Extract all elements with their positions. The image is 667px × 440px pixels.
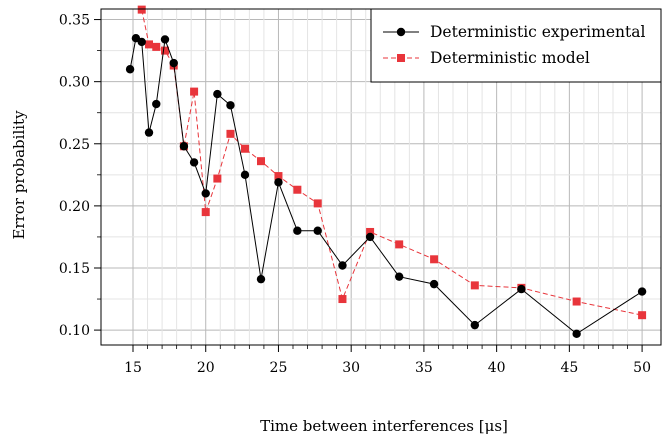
data-point-circle — [470, 320, 480, 330]
data-point-square — [226, 129, 235, 138]
data-point-circle — [274, 178, 283, 187]
data-point-circle — [213, 89, 222, 99]
y-axis-label: Error probability — [10, 110, 28, 240]
data-point-square — [638, 311, 647, 320]
legend-label: Deterministic experimental — [430, 23, 645, 41]
x-tick-label: 40 — [488, 360, 506, 376]
data-point-square — [241, 144, 249, 153]
data-point-square — [293, 185, 302, 194]
data-point-square — [395, 240, 404, 249]
data-point-circle — [137, 37, 146, 47]
data-point-square — [313, 199, 322, 208]
data-point-square — [190, 87, 199, 96]
data-point-circle — [179, 142, 189, 151]
data-point-circle — [293, 226, 302, 235]
data-point-circle — [169, 58, 178, 68]
legend-label: Deterministic model — [430, 49, 590, 67]
x-tick-label: 45 — [560, 360, 578, 376]
x-tick-label: 50 — [633, 360, 651, 376]
series-line — [129, 37, 643, 335]
y-tick-label: 0.25 — [59, 137, 90, 153]
data-point-circle — [338, 261, 347, 270]
y-tick-label: 0.35 — [59, 13, 90, 29]
data-point-circle — [256, 274, 266, 284]
data-point-square — [274, 172, 283, 181]
data-point-square — [137, 5, 146, 14]
y-tick-label: 0.15 — [59, 261, 90, 277]
legend-box — [370, 8, 662, 83]
legend-marker-circle — [396, 27, 406, 37]
data-point-circle — [201, 189, 210, 198]
data-point-square — [366, 227, 375, 236]
data-point-circle — [313, 226, 322, 235]
x-tick-label: 20 — [197, 360, 215, 376]
data-point-circle — [125, 65, 135, 74]
data-point-square — [430, 255, 439, 264]
data-point-square — [338, 295, 347, 304]
data-point-square — [145, 40, 153, 49]
x-tick-label: 15 — [124, 360, 142, 376]
x-tick-label: 35 — [415, 360, 433, 376]
data-point-square — [201, 208, 210, 217]
data-point-square — [470, 281, 479, 290]
data-point-square — [257, 157, 265, 166]
data-point-circle — [517, 284, 526, 294]
data-point-circle — [637, 287, 647, 296]
legend: Deterministic experimental Deterministic … — [370, 8, 662, 83]
data-point-square — [572, 297, 581, 306]
data-point-circle — [160, 35, 170, 44]
data-point-circle — [240, 170, 250, 180]
data-point-square — [152, 42, 161, 51]
y-tick-labels: 0.10 0.15 0.20 0.25 0.30 0.35 — [59, 13, 90, 340]
y-tick-label: 0.10 — [59, 323, 90, 339]
data-point-circle — [189, 158, 199, 167]
x-axis-label: Time between interferences [μs] — [260, 417, 508, 435]
data-point-square — [213, 174, 222, 183]
data-point-circle — [144, 128, 154, 137]
series-layer — [125, 5, 647, 339]
data-point-square — [161, 46, 169, 55]
x-tick-label: 30 — [342, 360, 360, 376]
data-point-circle — [365, 232, 375, 242]
y-tick-label: 0.20 — [59, 199, 90, 215]
y-tick-label: 0.30 — [59, 75, 90, 91]
legend-marker-square — [397, 54, 405, 62]
x-tick-labels: 15 20 25 30 35 40 45 50 — [124, 360, 651, 376]
data-point-circle — [226, 101, 235, 110]
data-point-circle — [429, 279, 439, 289]
x-tick-label: 25 — [270, 360, 288, 376]
series-experimental — [125, 33, 647, 339]
data-point-circle — [152, 99, 161, 109]
data-point-circle — [394, 272, 404, 281]
data-point-circle — [572, 329, 581, 339]
tick-marks — [94, 19, 643, 352]
